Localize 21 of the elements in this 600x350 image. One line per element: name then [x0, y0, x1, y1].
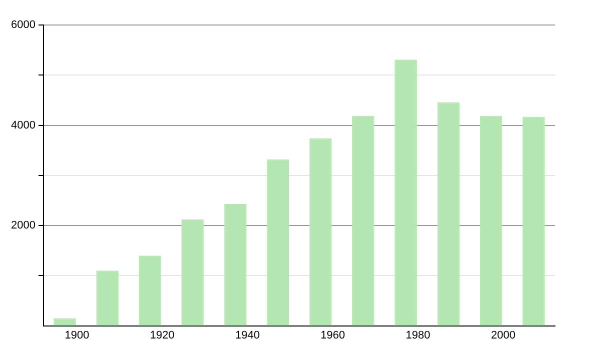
bar [437, 102, 460, 326]
bar [480, 116, 502, 326]
x-tick-label: 1980 [406, 329, 430, 342]
bar [352, 116, 374, 326]
x-tick-label: 1960 [320, 329, 346, 342]
y-tick-label: 6000 [10, 19, 36, 32]
bar [522, 116, 545, 326]
bar [309, 138, 332, 326]
bar [266, 159, 290, 326]
bar [54, 318, 76, 326]
x-tick-label: 1900 [64, 329, 90, 342]
bar [96, 270, 119, 326]
x-tick-label: 1920 [150, 329, 175, 342]
bar [182, 220, 204, 326]
bar [224, 204, 246, 326]
bar [138, 256, 162, 326]
bar [394, 60, 417, 326]
y-tick-label: 2000 [10, 220, 36, 232]
y-tick-label: 4000 [10, 119, 36, 132]
x-tick-label: 2000 [491, 329, 516, 342]
x-tick-label: 1940 [235, 329, 260, 342]
